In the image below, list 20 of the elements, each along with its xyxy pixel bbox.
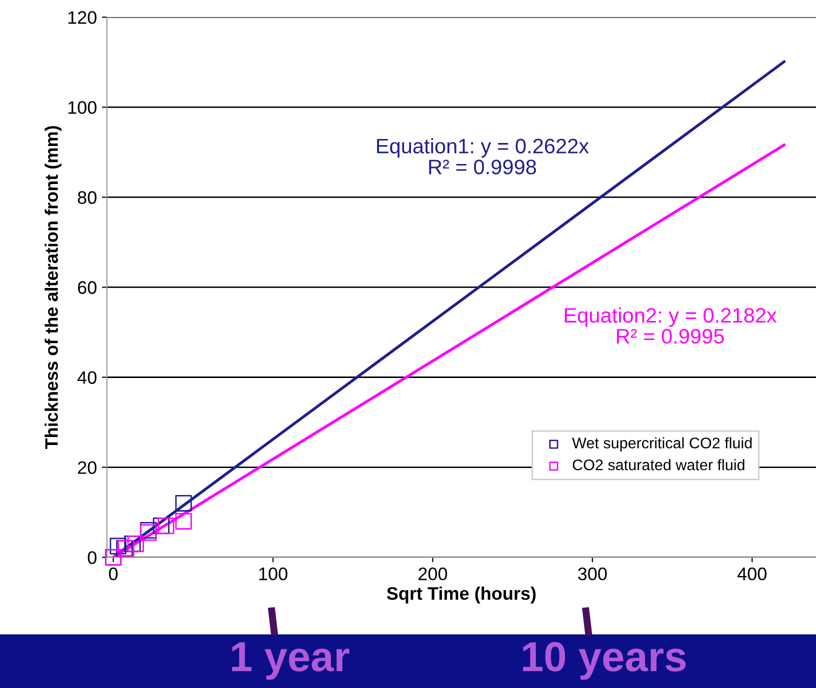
y-tick-label: 60 bbox=[78, 281, 96, 294]
text: 1 year bbox=[232, 642, 350, 680]
y-tick-label: 80 bbox=[78, 191, 96, 204]
y-axis-title: Thickness of the alteration front (mm) bbox=[44, 126, 62, 450]
x-tick-label: 400 bbox=[737, 567, 766, 580]
y-tick-label: 120 bbox=[68, 11, 96, 24]
y-tick-label: 100 bbox=[68, 101, 96, 114]
x-tick-label: 0 bbox=[108, 567, 118, 580]
y-tick-label: 0 bbox=[88, 551, 96, 564]
x-tick-label: 300 bbox=[578, 567, 607, 580]
legend-label: Wet supercritical CO2 fluid bbox=[572, 437, 752, 452]
x-tick-label: 100 bbox=[259, 567, 288, 580]
series-label: Equation2: y = 0.2182x R² = 0.9995 bbox=[564, 307, 777, 344]
series-label: Equation1: y = 0.2622x R² = 0.9998 bbox=[377, 138, 589, 174]
y-tick-label: 20 bbox=[78, 461, 96, 474]
y-tick-label: 40 bbox=[78, 371, 96, 384]
text: 10 years bbox=[523, 642, 686, 680]
x-axis-title: Sqrt Time (hours) bbox=[386, 586, 536, 604]
legend-label: CO2 saturated water fluid bbox=[572, 459, 744, 470]
x-tick-label: 200 bbox=[418, 567, 448, 580]
